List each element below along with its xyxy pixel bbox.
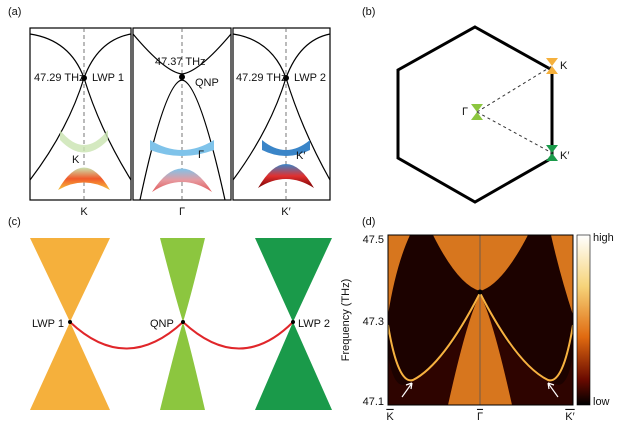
x-tick-label: Γ [477, 411, 483, 423]
x-tick-label: K′ [565, 411, 574, 423]
point-label: LWP 2 [294, 72, 326, 84]
colorbar-label: high [593, 232, 614, 244]
y-tick-label: 47.5 [363, 234, 384, 246]
inset-label: K [72, 154, 80, 166]
inset-label: Γ [198, 149, 204, 161]
point-label: K [560, 60, 568, 72]
colorbar-label: low [593, 396, 610, 408]
panel-label: (d) [362, 216, 375, 228]
frequency: 47.29 THz [236, 72, 287, 84]
brillouin-zone [396, 25, 554, 204]
degenerate-point [477, 289, 483, 295]
panel-label: (b) [362, 6, 375, 18]
y-axis-label: Frequency (THz) [340, 279, 352, 362]
insets [58, 130, 314, 192]
plot-frame [387, 234, 574, 406]
point-label: K′ [560, 150, 569, 162]
path-lines [476, 65, 553, 154]
x-tick-label: K [386, 411, 394, 423]
cones [471, 58, 558, 161]
degenerate-points [68, 320, 295, 324]
inset-label: K′ [296, 150, 305, 162]
x-label: K′ [281, 206, 290, 218]
frequency: 47.37 THz [155, 56, 206, 68]
x-label: K [80, 206, 88, 218]
point-label: LWP 2 [298, 318, 330, 330]
x-label: Γ [179, 206, 185, 218]
point-label: LWP 1 [32, 318, 64, 330]
point-label: QNP [150, 318, 174, 330]
point-label: Γ [462, 106, 468, 118]
point-label: LWP 1 [92, 72, 124, 84]
panel-label: (c) [8, 216, 21, 228]
degenerate-points [81, 74, 289, 81]
y-tick-label: 47.1 [363, 396, 384, 408]
frequency: 47.29 THz [34, 72, 85, 84]
colorbar [576, 234, 591, 406]
arrows [401, 382, 559, 398]
y-tick-label: 47.3 [363, 316, 384, 328]
point-label: QNP [195, 77, 219, 89]
spectrum [388, 235, 573, 405]
panel-label: (a) [8, 6, 21, 18]
